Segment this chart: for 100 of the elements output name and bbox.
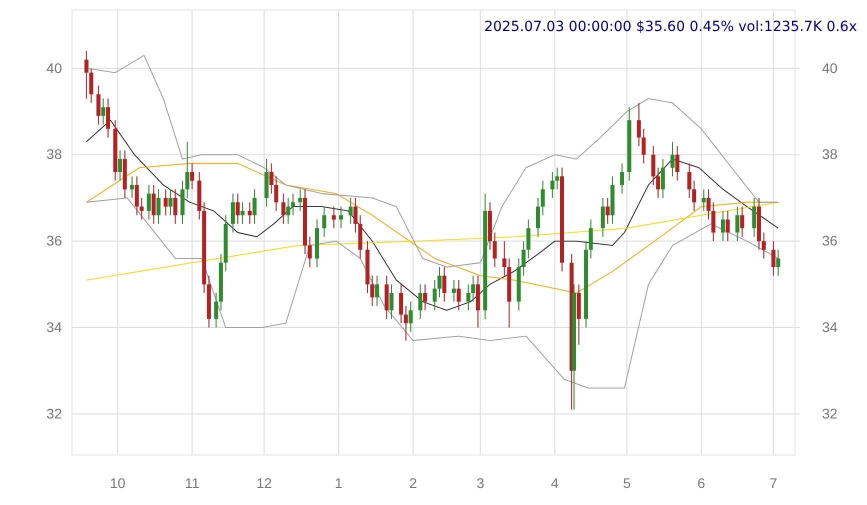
candlestick [106,98,110,138]
candlestick [660,158,665,198]
candlestick [353,197,358,233]
candlestick [252,188,257,224]
candlestick [152,184,156,224]
candlestick [236,193,240,224]
candlestick [438,266,442,298]
x-tick-label: 11 [184,474,200,491]
candlestick [230,193,235,233]
x-tick-label: 6 [697,474,706,491]
candlestick [502,240,506,276]
candlestick [140,197,144,220]
x-tick-label: 10 [110,474,126,491]
y-tick-label: 36 [46,232,62,249]
candlestick [298,188,302,212]
candlestick [536,197,540,238]
candlestick [771,240,776,276]
text: 2025.07.03 00:00:00 $35.60 0.45% vol:1235.7K 0.6x [484,19,857,35]
candlestick [190,162,194,190]
candlestick [185,141,190,198]
y2-tick-label: 34 [822,319,838,336]
candlestick [332,206,336,229]
candlestick [762,232,766,259]
candlestick [134,176,139,216]
candlestick [348,197,353,224]
candlestick [423,284,428,311]
candlestick [96,85,100,125]
candlestick [776,249,780,276]
candlestick [308,236,312,268]
candlestick [555,167,560,190]
candlestick [711,202,716,242]
x-tick-label: 5 [622,474,631,491]
y2-tick-label: 32 [822,405,838,422]
candlestick [752,197,756,238]
y-tick-label: 34 [46,319,62,336]
candlestick [404,305,408,342]
candlestick [339,206,344,229]
candlestick [281,193,286,224]
candlestick [375,275,380,306]
candlestick [286,197,290,224]
candlestick [274,176,278,212]
candlestick [670,141,674,177]
candlestick [240,202,245,224]
y-tick-label: 40 [46,60,62,76]
candlestick [84,50,88,100]
candlestick [248,202,252,224]
candlestick [726,210,730,242]
candlestick [89,68,94,104]
x-tick-label: 1 [334,474,343,491]
candlestick [522,240,526,276]
candlestick [642,128,646,164]
y2-tick-label: 36 [822,232,838,249]
candlestick [720,210,725,242]
y2-tick-label: 40 [822,60,838,76]
candlestick [456,280,461,311]
candlestick [214,292,218,328]
candlestick [687,162,692,198]
candlestick [735,206,740,242]
candlestick [389,284,394,320]
x-tick-label: 7 [769,474,778,491]
candlestick [492,232,497,268]
candlestick [692,180,696,212]
candlestick [606,197,610,224]
candlestick [146,184,151,220]
x-tick-label: 4 [550,474,559,491]
candlestick [408,301,413,332]
candlestick [101,98,106,125]
candlestick [173,188,178,224]
candlestick [636,102,641,147]
candlestick [156,188,160,224]
x-tick-label: 3 [476,474,484,491]
candlestick [706,188,711,220]
y2-tick-label: 38 [822,146,838,162]
candlestick [399,284,404,324]
candlestick [588,219,593,259]
candlestick [452,280,456,302]
candlestick [466,284,470,311]
candlestick [600,197,605,238]
candlestick [651,146,656,186]
line-series [86,197,779,388]
candlestick [471,275,476,302]
candlestick [118,150,122,182]
candlestick [702,188,706,212]
candlestick [168,188,172,216]
candlestick [322,206,326,238]
candlestick [269,162,274,194]
y-tick-label: 38 [46,146,62,162]
candlestick [540,180,545,216]
candlestick [432,280,437,311]
candlestick [418,284,422,320]
candlestick [740,206,744,238]
candlestick [164,188,168,216]
line-series [86,54,779,268]
candlestick [620,162,624,194]
candlestick [370,275,374,306]
candlestick [675,146,680,182]
candlestick [130,176,134,198]
y-tick-label: 32 [46,405,62,422]
x-tick-label: 12 [256,474,272,491]
x-tick-label: 2 [409,474,418,491]
